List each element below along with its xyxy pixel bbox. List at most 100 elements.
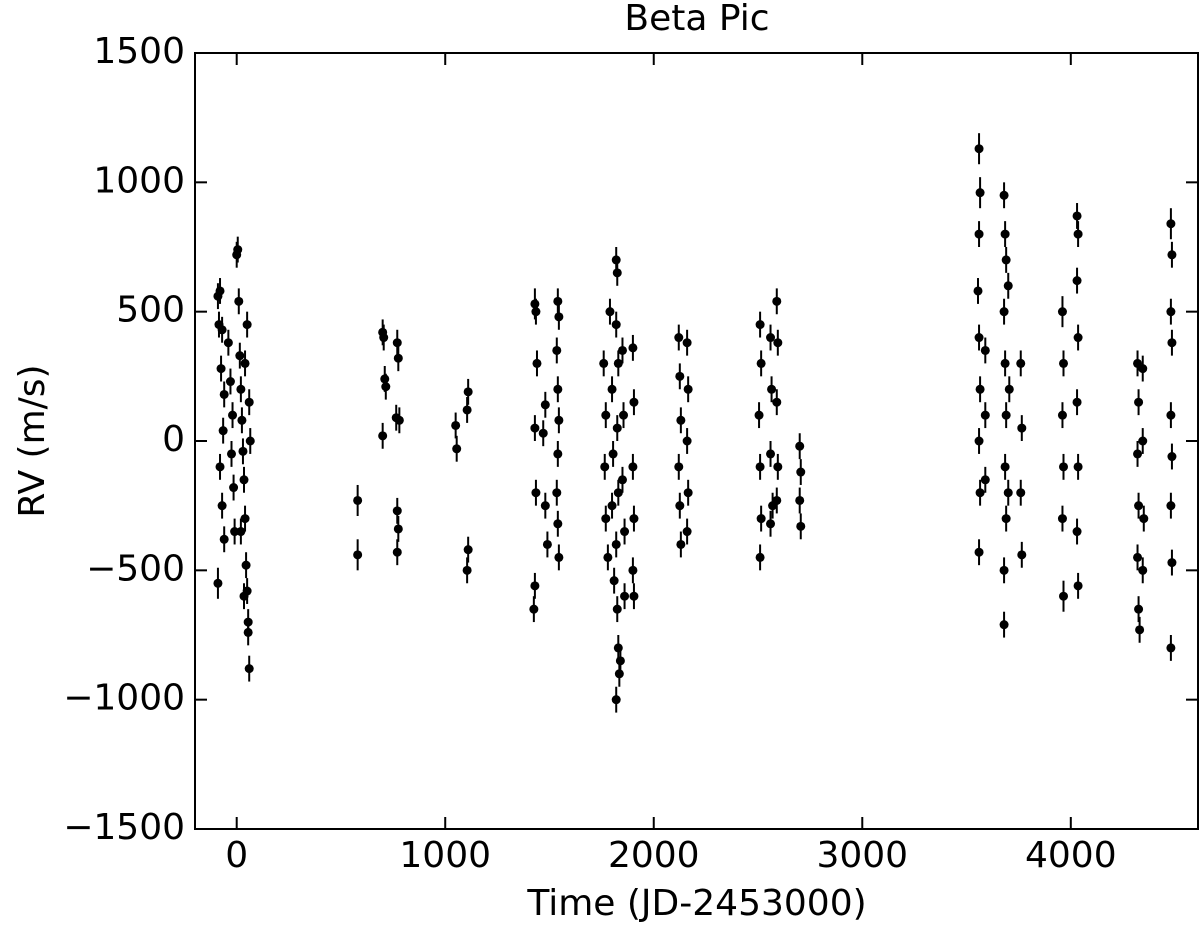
y-axis-label: RV (m/s) — [12, 364, 53, 517]
x-tick-label: 1000 — [399, 835, 491, 876]
data-point — [540, 400, 550, 410]
data-point — [554, 415, 564, 425]
data-point — [1166, 307, 1176, 317]
data-point — [629, 591, 639, 601]
data-point — [540, 501, 550, 511]
data-point — [629, 397, 639, 407]
data-point — [999, 307, 1009, 317]
data-point — [612, 604, 622, 614]
data-point — [1167, 338, 1177, 348]
data-point — [612, 268, 622, 278]
data-point — [1073, 229, 1083, 239]
x-tick-label: 4000 — [1025, 835, 1117, 876]
y-tick-label: −1500 — [63, 807, 185, 848]
data-point — [233, 245, 243, 255]
data-point — [542, 539, 552, 549]
data-point — [244, 397, 254, 407]
data-point — [552, 345, 562, 355]
data-point — [552, 488, 562, 498]
data-point — [682, 527, 692, 537]
data-point — [1017, 550, 1027, 560]
data-point — [980, 410, 990, 420]
data-point — [217, 501, 227, 511]
data-point — [1072, 527, 1082, 537]
data-point — [605, 307, 615, 317]
data-point — [773, 338, 783, 348]
data-point — [676, 539, 686, 549]
data-point — [628, 462, 638, 472]
data-point — [617, 345, 627, 355]
data-point — [975, 188, 985, 198]
data-point — [683, 384, 693, 394]
data-point — [608, 449, 618, 459]
data-point — [795, 495, 805, 505]
data-point — [353, 495, 363, 505]
data-point — [1134, 604, 1144, 614]
data-point — [614, 669, 624, 679]
data-point — [628, 343, 638, 353]
y-tick-label: 1000 — [93, 160, 185, 201]
data-point — [1167, 250, 1177, 260]
data-point — [462, 405, 472, 415]
data-point — [974, 144, 984, 154]
data-point — [240, 514, 250, 524]
data-point — [1001, 410, 1011, 420]
y-tick-label: −500 — [86, 548, 185, 589]
data-point — [629, 514, 639, 524]
data-point — [601, 410, 611, 420]
data-point — [463, 545, 473, 555]
data-point — [243, 627, 253, 637]
data-point — [242, 320, 252, 330]
data-point — [236, 527, 246, 537]
data-point — [530, 581, 540, 591]
data-point — [235, 351, 245, 361]
data-point — [683, 488, 693, 498]
data-point — [674, 333, 684, 343]
data-point — [1167, 452, 1177, 462]
data-point — [613, 488, 623, 498]
data-point — [755, 552, 765, 562]
data-point — [234, 296, 244, 306]
data-point — [1003, 281, 1013, 291]
data-point — [974, 436, 984, 446]
data-point — [611, 539, 621, 549]
data-point — [215, 462, 225, 472]
data-point — [1138, 565, 1148, 575]
data-point — [999, 190, 1009, 200]
data-point — [974, 333, 984, 343]
data-point — [617, 475, 627, 485]
data-point — [628, 565, 638, 575]
data-point — [1139, 514, 1149, 524]
data-point — [1133, 449, 1143, 459]
data-point — [611, 695, 621, 705]
data-point — [215, 286, 225, 296]
data-point — [766, 333, 776, 343]
data-point — [772, 495, 782, 505]
data-point — [603, 552, 613, 562]
data-point — [1166, 643, 1176, 653]
data-point — [1000, 358, 1010, 368]
data-point — [1135, 625, 1145, 635]
data-point — [353, 550, 363, 560]
data-point — [223, 338, 233, 348]
data-point — [980, 345, 990, 355]
data-point — [675, 371, 685, 381]
data-point — [531, 488, 541, 498]
data-point — [238, 446, 248, 456]
data-point — [553, 519, 563, 529]
data-point — [1016, 358, 1026, 368]
data-point — [1001, 514, 1011, 524]
data-point — [237, 415, 247, 425]
data-point — [1057, 307, 1067, 317]
data-point — [1166, 219, 1176, 229]
chart-title: Beta Pic — [624, 0, 769, 39]
y-tick-label: 0 — [162, 419, 185, 460]
data-point — [554, 552, 564, 562]
data-point — [766, 449, 776, 459]
data-point — [532, 358, 542, 368]
data-point — [620, 527, 630, 537]
data-point — [393, 353, 403, 363]
data-point — [682, 436, 692, 446]
plot-frame — [194, 52, 1199, 830]
data-point — [772, 296, 782, 306]
